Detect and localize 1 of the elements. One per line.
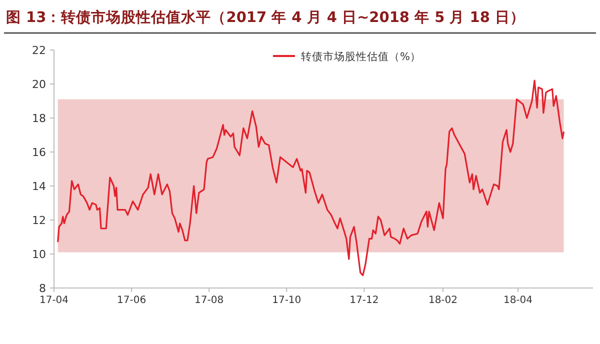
title: 图 13：转债市场股性估值水平（2017 年 4 月 4 日~2018 年 5 月 18 日） bbox=[6, 10, 526, 26]
